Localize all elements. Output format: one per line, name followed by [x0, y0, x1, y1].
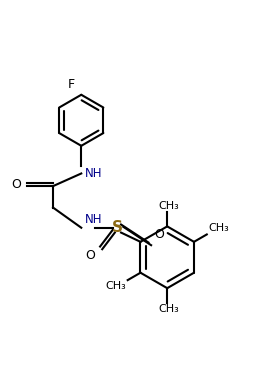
- Text: NH: NH: [85, 213, 103, 226]
- Text: CH₃: CH₃: [208, 223, 229, 233]
- Text: O: O: [12, 178, 21, 191]
- Text: F: F: [68, 78, 75, 91]
- Text: CH₃: CH₃: [105, 281, 126, 291]
- Text: O: O: [154, 228, 164, 241]
- Text: O: O: [85, 249, 95, 262]
- Text: NH: NH: [85, 167, 103, 180]
- Text: S: S: [112, 220, 123, 235]
- Text: CH₃: CH₃: [158, 304, 179, 314]
- Text: CH₃: CH₃: [158, 201, 179, 210]
